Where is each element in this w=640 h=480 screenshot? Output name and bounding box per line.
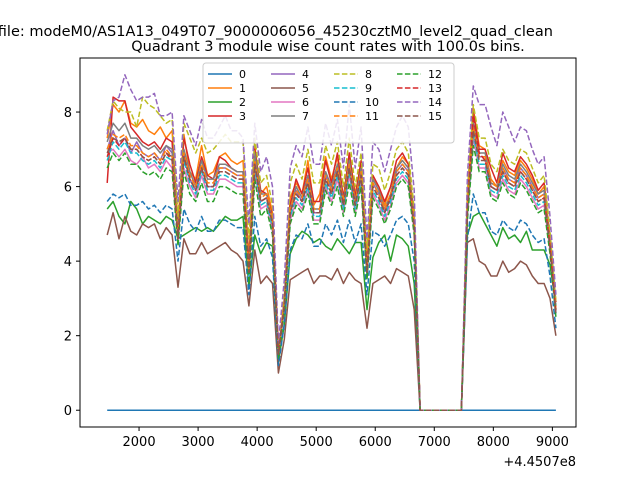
legend-label-1: 1 [239, 82, 246, 95]
legend-label-10: 10 [365, 96, 379, 109]
y-tick-label: 2 [64, 330, 72, 345]
y-tick-label: 4 [64, 255, 72, 270]
y-tick-label: 8 [64, 106, 72, 121]
legend-label-7: 7 [302, 110, 309, 123]
x-offset-label: +4.4507e8 [503, 455, 576, 470]
legend-label-13: 13 [428, 82, 442, 95]
series-line-14 [106, 74, 557, 411]
plot-series-group [106, 74, 557, 411]
x-tick-label: 5000 [300, 435, 333, 450]
legend-label-6: 6 [302, 96, 309, 109]
legend-label-0: 0 [239, 68, 246, 81]
legend-label-8: 8 [365, 68, 372, 81]
x-tick-label: 2000 [123, 435, 156, 450]
series-line-5 [106, 211, 557, 411]
legend-label-11: 11 [365, 110, 379, 123]
x-tick-label: 3000 [182, 435, 215, 450]
legend-label-4: 4 [302, 68, 309, 81]
x-tick-label: 4000 [241, 435, 274, 450]
legend-label-12: 12 [428, 68, 442, 81]
x-tick-label: 8000 [477, 435, 510, 450]
series-line-15 [106, 129, 557, 411]
chart-title: Quadrant 3 module wise count rates with … [131, 39, 525, 55]
legend-label-2: 2 [239, 96, 246, 109]
series-line-2 [106, 200, 557, 411]
figure-suptitle: n file: modeM0/AS1A13_049T07_9000006056_… [0, 24, 553, 40]
x-tick-label: 7000 [418, 435, 451, 450]
legend-label-15: 15 [428, 110, 442, 123]
x-axis: 2000 3000 4000 5000 6000 7000 8000 9000 [123, 427, 569, 450]
series-line-12 [106, 144, 557, 411]
legend-label-5: 5 [302, 82, 309, 95]
legend-label-3: 3 [239, 110, 246, 123]
y-tick-label: 0 [64, 404, 72, 419]
x-tick-label: 6000 [359, 435, 392, 450]
legend-label-14: 14 [428, 96, 442, 109]
y-tick-label: 6 [64, 181, 72, 196]
series-line-10 [106, 193, 557, 411]
legend-label-9: 9 [365, 82, 372, 95]
legend-box [202, 62, 455, 144]
series-line-11 [106, 126, 557, 411]
x-tick-label: 9000 [536, 435, 569, 450]
y-axis: 0 2 4 6 8 [64, 106, 80, 419]
plot-frame [79, 57, 577, 428]
